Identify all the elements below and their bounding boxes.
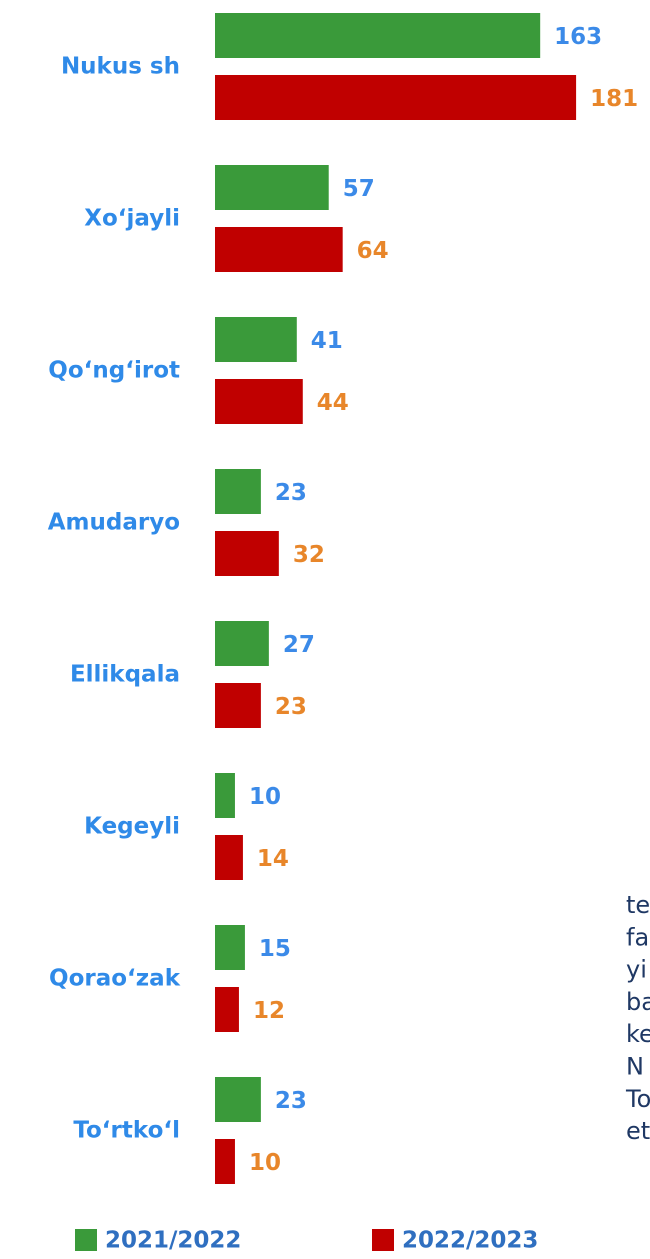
value-label: 10 [249, 1150, 281, 1176]
category-label: Nukus sh [61, 54, 180, 80]
value-label: 23 [275, 1088, 307, 1114]
value-label: 10 [249, 784, 281, 810]
value-label: 27 [283, 632, 315, 658]
side-text: N [626, 1053, 644, 1081]
side-text: te [626, 891, 650, 919]
value-label: 12 [253, 998, 285, 1024]
value-label: 44 [317, 390, 349, 416]
value-label: 32 [293, 542, 325, 568]
value-label: 64 [357, 238, 389, 264]
side-text: ke [626, 1020, 650, 1048]
bar [215, 379, 303, 424]
value-label: 23 [275, 694, 307, 720]
bar [215, 1139, 235, 1184]
value-label: 57 [343, 176, 375, 202]
value-label: 41 [311, 328, 343, 354]
bar [215, 987, 239, 1032]
category-label: Kegeyli [84, 814, 180, 840]
bar [215, 469, 261, 514]
category-label: Qorao‘zak [49, 966, 181, 992]
category-label: Ellikqala [70, 662, 180, 688]
side-text: fa [626, 923, 649, 951]
value-label: 23 [275, 480, 307, 506]
legend-label: 2021/2022 [105, 1228, 241, 1254]
bar [215, 227, 343, 272]
bar [215, 773, 235, 818]
category-label: To‘rtko‘l [73, 1118, 180, 1144]
side-text: et [626, 1117, 650, 1145]
bar [215, 1077, 261, 1122]
value-label: 163 [554, 24, 602, 50]
bar [215, 683, 261, 728]
value-label: 15 [259, 936, 291, 962]
bar [215, 835, 243, 880]
legend-swatch [372, 1229, 394, 1251]
bar [215, 13, 541, 58]
bar [215, 925, 245, 970]
side-text: To [625, 1085, 650, 1113]
side-text: ba [626, 988, 650, 1016]
side-text: yi [626, 956, 647, 984]
legend-label: 2022/2023 [402, 1228, 538, 1254]
bar [215, 317, 297, 362]
bar [215, 621, 269, 666]
category-label: Qo‘ng‘irot [48, 358, 180, 384]
bar [215, 165, 329, 210]
value-label: 181 [590, 86, 638, 112]
category-label: Xo‘jayli [84, 206, 180, 232]
value-label: 14 [257, 846, 289, 872]
legend-swatch [75, 1229, 97, 1251]
bar [215, 75, 577, 120]
bar [215, 531, 279, 576]
category-label: Amudaryo [48, 510, 180, 536]
